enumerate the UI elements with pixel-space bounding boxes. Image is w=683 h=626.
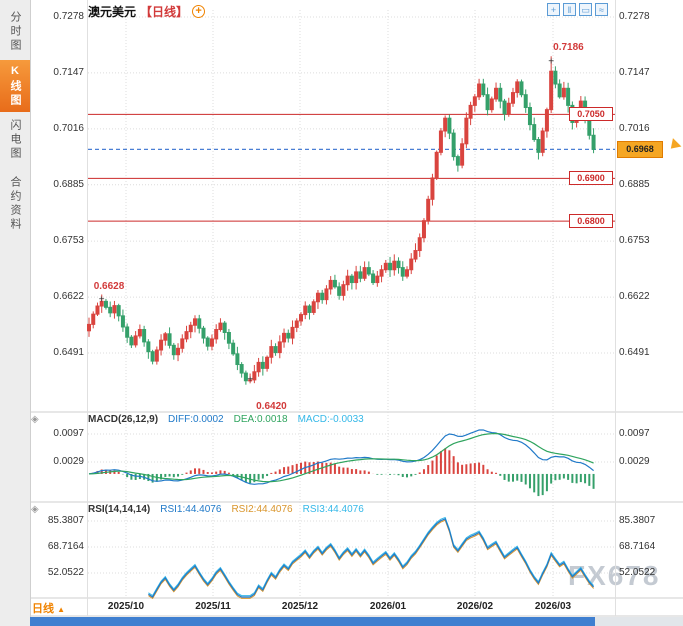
rsi-axis-label: 85.3807 <box>47 515 84 526</box>
svg-text:+: + <box>99 295 105 306</box>
y-axis-label: 0.6753 <box>53 235 84 246</box>
candle-chart-icon[interactable]: ▭ <box>579 3 592 16</box>
symbol-name: 澳元美元 <box>88 4 137 19</box>
y-axis-label: 0.6491 <box>53 347 84 358</box>
hline-price-label[interactable]: 0.7050 <box>569 107 613 122</box>
y-axis-label: 0.7278 <box>619 11 650 22</box>
y-axis-label: 0.6753 <box>619 235 650 246</box>
rsi2-value: RSI2:44.4076 <box>231 504 293 515</box>
sidebar-item-label: 分时图 <box>9 11 21 53</box>
rsi-axis-label: 68.7164 <box>47 541 84 552</box>
rsi-axis-label: 52.0522 <box>619 567 656 578</box>
x-axis-label: 2026/01 <box>369 601 407 612</box>
sidebar-item-time-chart[interactable]: 分时图 <box>0 4 30 60</box>
sidebar-item-lightning-chart[interactable]: 闪电图 <box>0 112 30 168</box>
y-axis-label: 0.6885 <box>53 179 84 190</box>
macd-hist-value: MACD:-0.0033 <box>297 414 364 425</box>
y-axis-label: 0.6885 <box>619 179 650 190</box>
rsi1-value: RSI1:44.4076 <box>160 504 222 515</box>
period-label: 【日线】 <box>140 4 189 19</box>
sidebar: 分时图 K线图 闪电图 合约资料 <box>0 0 31 626</box>
rsi-axis-label: 52.0522 <box>47 567 84 578</box>
rsi-axis-label: 85.3807 <box>619 515 656 526</box>
x-axis-label: 2025/10 <box>107 601 145 612</box>
line-chart-icon[interactable]: ≈ <box>595 3 608 16</box>
macd-panel-toggle-icon[interactable]: ◈ <box>31 414 39 425</box>
sidebar-item-label: 合约资料 <box>9 176 21 232</box>
swing-annotation: 0.6420 <box>256 401 287 413</box>
y-axis-label: 0.7016 <box>53 123 84 134</box>
y-axis-label: 0.7147 <box>619 67 650 78</box>
macd-title: MACD(26,12,9) <box>88 414 159 425</box>
y-axis-label: 0.7147 <box>53 67 84 78</box>
add-indicator-icon[interactable]: + <box>192 4 206 18</box>
macd-axis-label: 0.0097 <box>619 428 650 439</box>
hline-price-label[interactable]: 0.6900 <box>569 171 613 186</box>
swing-annotation: 0.6628 <box>93 280 125 292</box>
crosshair-icon[interactable]: + <box>547 3 560 16</box>
watermark: FX678 <box>568 560 661 591</box>
bar-chart-icon[interactable]: ‖ <box>563 3 576 16</box>
sidebar-item-kline-chart[interactable]: K线图 <box>0 60 30 112</box>
sidebar-item-contract-info[interactable]: 合约资料 <box>0 168 30 240</box>
hline-price-label[interactable]: 0.6800 <box>569 214 613 229</box>
rsi-title: RSI(14,14,14) <box>88 504 151 515</box>
macd-dea-value: DEA:0.0018 <box>233 414 288 425</box>
svg-text:+: + <box>247 374 253 385</box>
x-axis-label: 2026/03 <box>534 601 572 612</box>
x-axis-label: 2025/12 <box>281 601 319 612</box>
y-axis-label: 0.6491 <box>619 347 650 358</box>
footer-period-label: 日线 <box>32 603 54 615</box>
x-axis-label: 2026/02 <box>456 601 494 612</box>
sidebar-item-label: K线图 <box>9 64 21 108</box>
sidebar-item-label: 闪电图 <box>9 119 21 161</box>
swing-annotation: 0.7186 <box>553 42 584 54</box>
svg-text:+: + <box>548 56 554 67</box>
chart-title-row: 澳元美元 【日线】 + <box>88 3 206 19</box>
current-price-tag: 0.6968 <box>617 141 663 159</box>
y-axis-label: 0.7278 <box>53 11 84 22</box>
up-triangle-icon: ▲ <box>57 605 65 614</box>
macd-axis-label: 0.0097 <box>53 428 84 439</box>
macd-axis-label: 0.0029 <box>619 456 650 467</box>
x-axis-label: 2025/11 <box>195 601 231 612</box>
chart-toolbar: + ‖ ▭ ≈ <box>547 3 608 16</box>
y-axis-label: 0.6622 <box>619 291 650 302</box>
rsi-axis-label: 68.7164 <box>619 541 656 552</box>
scrollbar-thumb[interactable] <box>30 617 595 626</box>
rsi-panel-toggle-icon[interactable]: ◈ <box>31 504 39 515</box>
y-axis-label: 0.7016 <box>619 123 650 134</box>
y-axis-label: 0.6622 <box>53 291 84 302</box>
macd-diff-value: DIFF:0.0002 <box>168 414 224 425</box>
scrollbar-track[interactable] <box>30 617 683 626</box>
macd-header: MACD(26,12,9) DIFF:0.0002 DEA:0.0018 MAC… <box>88 414 364 425</box>
footer-period-selector[interactable]: 日线 ▲ <box>32 600 65 616</box>
rsi3-value: RSI3:44.4076 <box>302 504 364 515</box>
rsi-header: RSI(14,14,14) RSI1:44.4076 RSI2:44.4076 … <box>88 504 364 515</box>
macd-axis-label: 0.0029 <box>53 456 84 467</box>
